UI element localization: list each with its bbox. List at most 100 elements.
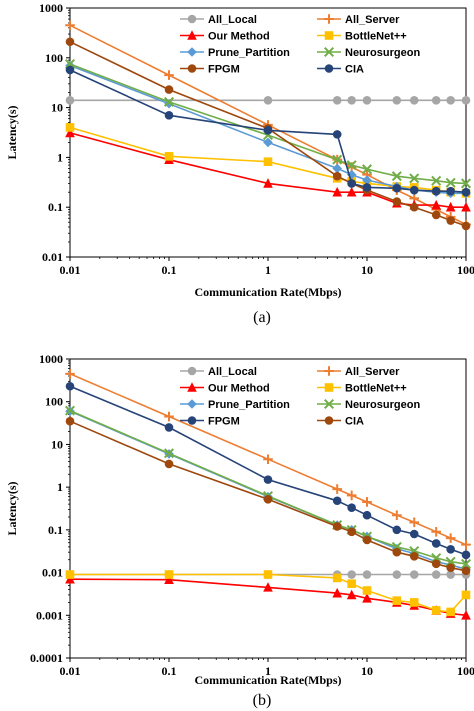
cia-marker-7 bbox=[409, 552, 419, 561]
our-method-marker-2 bbox=[263, 178, 273, 188]
cia-marker-10 bbox=[461, 187, 471, 197]
cia-marker-9 bbox=[446, 563, 455, 573]
series-bottlenet bbox=[65, 570, 471, 617]
bottlenet-marker-1 bbox=[164, 570, 174, 579]
legend-our-method-marker bbox=[187, 382, 197, 392]
x-tick-label: 10 bbox=[361, 664, 373, 678]
legend-all-local-marker bbox=[187, 366, 197, 376]
all-local-marker-0 bbox=[65, 96, 75, 105]
all-local-marker-7 bbox=[431, 96, 441, 105]
all-server-marker-6 bbox=[392, 510, 402, 521]
neurosurgeon-marker-7 bbox=[409, 173, 420, 184]
our-method-marker-0 bbox=[65, 127, 75, 138]
y-tick-label: 0.1 bbox=[48, 523, 63, 537]
y-tick-label: 10 bbox=[51, 437, 63, 451]
all-local-marker-6 bbox=[409, 96, 419, 105]
fpgm-marker-2 bbox=[263, 475, 273, 484]
neurosurgeon-line bbox=[69, 409, 467, 565]
legend-fpgm-marker bbox=[187, 64, 197, 73]
all-local-marker-9 bbox=[461, 96, 471, 105]
series-our-method bbox=[65, 573, 471, 620]
fpgm-line bbox=[69, 385, 467, 556]
neurosurgeon-marker-10 bbox=[460, 178, 472, 189]
prune-partition-marker-5 bbox=[362, 175, 372, 185]
neurosurgeon-marker-5 bbox=[361, 164, 373, 175]
legend-label: BottleNet++ bbox=[345, 383, 407, 395]
all-local-marker-1 bbox=[263, 96, 273, 105]
cia-marker-8 bbox=[431, 559, 441, 569]
y-tick-label: 0.1 bbox=[48, 200, 63, 214]
legend-label: Prune_Partition bbox=[208, 399, 290, 411]
bottlenet-marker-2 bbox=[263, 570, 273, 579]
fpgm-marker-10 bbox=[461, 221, 471, 231]
our-method-marker-5 bbox=[362, 592, 372, 603]
legend-entry-all-local: All_Local bbox=[180, 14, 257, 26]
bottlenet-marker-0 bbox=[65, 123, 75, 132]
x-tick-label: 0.01 bbox=[60, 664, 81, 678]
fpgm-marker-6 bbox=[392, 525, 402, 535]
bottlenet-marker-5 bbox=[362, 586, 372, 595]
all-server-marker-9 bbox=[445, 533, 456, 543]
bottlenet-marker-10 bbox=[461, 590, 471, 600]
y-tick-label: 0.001 bbox=[36, 608, 63, 622]
all-server-marker-10 bbox=[461, 539, 471, 550]
all-server-marker-2 bbox=[263, 454, 273, 465]
our-method-marker-4 bbox=[346, 589, 357, 600]
x-tick-label: 0.1 bbox=[162, 263, 177, 277]
y-tick-label: 0.0001 bbox=[30, 651, 63, 665]
series-all-local bbox=[65, 96, 471, 105]
legend-label: Our Method bbox=[208, 383, 270, 395]
neurosurgeon-marker-4 bbox=[346, 160, 357, 171]
prune-partition-line bbox=[69, 410, 467, 570]
legend-prune-partition-marker bbox=[187, 399, 197, 409]
bottlenet-marker-4 bbox=[347, 579, 356, 588]
legend-label: FPGM bbox=[208, 64, 240, 76]
cia-marker-4 bbox=[347, 527, 356, 537]
fpgm-marker-0 bbox=[65, 37, 75, 47]
fpgm-marker-7 bbox=[409, 529, 419, 539]
subfigure-caption: (b) bbox=[253, 692, 272, 709]
series-all-server bbox=[65, 369, 471, 550]
legend-all-server-marker bbox=[324, 366, 334, 376]
legend-label: All_Server bbox=[345, 366, 400, 378]
legend-entry-our-method: Our Method bbox=[180, 30, 270, 43]
cia-marker-5 bbox=[362, 535, 372, 545]
legend-entry-all-local: All_Local bbox=[180, 366, 257, 378]
cia-marker-3 bbox=[332, 522, 342, 531]
series-fpgm bbox=[65, 381, 471, 560]
legend-entry-bottlenet: BottleNet++ bbox=[317, 31, 407, 43]
fpgm-marker-4 bbox=[347, 503, 356, 513]
bottlenet-marker-3 bbox=[332, 573, 342, 583]
cia-marker-2 bbox=[263, 494, 273, 504]
our-method-marker-9 bbox=[445, 201, 456, 212]
cia-marker-5 bbox=[362, 183, 372, 192]
legend-neurosurgeon-marker bbox=[323, 46, 335, 58]
legend-all-server-marker bbox=[324, 14, 334, 24]
all-server-marker-5 bbox=[362, 497, 372, 507]
neurosurgeon-marker-1 bbox=[163, 448, 175, 459]
x-tick-label: 1 bbox=[265, 664, 271, 678]
cia-marker-6 bbox=[392, 183, 402, 193]
fpgm-marker-1 bbox=[164, 85, 174, 94]
our-method-marker-10 bbox=[461, 609, 471, 620]
fpgm-marker-8 bbox=[431, 210, 441, 220]
all-server-marker-0 bbox=[65, 20, 75, 31]
legend-label: Our Method bbox=[208, 31, 270, 43]
legend-cia-marker bbox=[324, 64, 334, 73]
series-prune-partition bbox=[65, 60, 471, 199]
all-local-marker-5 bbox=[362, 570, 372, 579]
cia-marker-1 bbox=[164, 111, 174, 120]
bottlenet-marker-2 bbox=[263, 157, 273, 166]
legend-entry-all-server: All_Server bbox=[317, 366, 400, 378]
all-local-marker-5 bbox=[392, 96, 402, 105]
chart-panel-2: 0.01 0.1 1 10 100 0.0001 0.001 0.01 0.1 1 10 100 100… bbox=[5, 352, 474, 709]
y-axis-label: Latency(s) bbox=[5, 482, 19, 536]
fpgm-marker-9 bbox=[446, 216, 455, 225]
neurosurgeon-marker-9 bbox=[445, 177, 456, 188]
neurosurgeon-marker-6 bbox=[391, 171, 402, 182]
x-axis-label: Communication Rate(Mbps) bbox=[195, 673, 342, 687]
legend-entry-prune-partition: Prune_Partition bbox=[180, 399, 290, 411]
legend-label: BottleNet++ bbox=[345, 31, 407, 43]
cia-marker-10 bbox=[461, 566, 471, 576]
